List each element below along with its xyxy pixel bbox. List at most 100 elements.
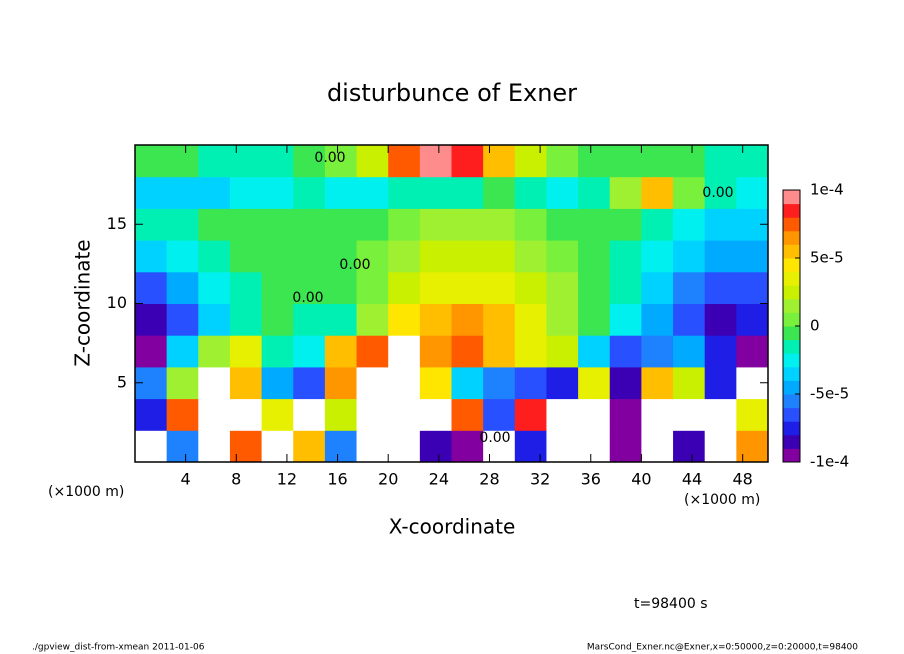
heat-cell bbox=[419, 240, 452, 273]
x-tick-label: 12 bbox=[277, 470, 297, 489]
heat-cell bbox=[673, 271, 706, 304]
colorbar-segment bbox=[783, 421, 800, 436]
heat-cell bbox=[166, 398, 199, 431]
heat-cell bbox=[673, 240, 706, 273]
heat-cell bbox=[578, 240, 611, 273]
heat-cell bbox=[135, 335, 168, 368]
heat-cell bbox=[198, 208, 231, 241]
heat-cell bbox=[704, 271, 737, 304]
heat-cell bbox=[704, 398, 737, 431]
heat-cell bbox=[135, 430, 168, 463]
heat-cell bbox=[483, 366, 516, 400]
heat-cell bbox=[736, 335, 769, 368]
heat-cell bbox=[261, 240, 294, 273]
y-tick-label: 5 bbox=[117, 372, 127, 391]
heat-cell bbox=[736, 430, 769, 463]
colorbar-tick-label: -5e-5 bbox=[810, 385, 849, 403]
colorbar-tick-label: 0 bbox=[810, 317, 820, 335]
colorbar-segment bbox=[783, 298, 800, 313]
heat-cell bbox=[261, 271, 294, 304]
heat-cell bbox=[229, 208, 263, 241]
heat-cell bbox=[229, 335, 263, 368]
heat-cell bbox=[514, 335, 547, 368]
heat-cell bbox=[419, 303, 452, 336]
heat-cell bbox=[451, 208, 484, 241]
heat-cell bbox=[388, 145, 421, 178]
heat-cell bbox=[135, 271, 168, 304]
heat-cell bbox=[673, 176, 706, 209]
heat-cell bbox=[293, 176, 326, 209]
heat-cell bbox=[261, 176, 294, 209]
heat-cell bbox=[514, 366, 547, 400]
heat-cell bbox=[356, 271, 389, 304]
colorbar-segment bbox=[783, 230, 800, 245]
heat-cell bbox=[419, 271, 452, 304]
heat-cell bbox=[736, 271, 769, 304]
heat-cell bbox=[388, 335, 421, 368]
heat-cell bbox=[736, 240, 769, 273]
heat-cell bbox=[261, 145, 294, 178]
heat-cell bbox=[388, 303, 421, 336]
heat-cell bbox=[451, 366, 484, 400]
heat-cell bbox=[641, 145, 674, 178]
heat-cell bbox=[483, 208, 516, 241]
contour-label: 0.00 bbox=[339, 257, 370, 273]
heat-cell bbox=[166, 303, 199, 336]
heat-cell bbox=[198, 335, 231, 368]
heat-cell bbox=[261, 208, 294, 241]
heat-cell bbox=[546, 303, 579, 336]
heat-cell bbox=[135, 398, 168, 431]
heat-cell bbox=[704, 430, 737, 463]
y-tick-label: 10 bbox=[107, 293, 127, 312]
colorbar-segment bbox=[783, 353, 800, 368]
heat-cell bbox=[514, 240, 547, 273]
heat-cell bbox=[704, 366, 737, 400]
heat-cell bbox=[229, 398, 263, 431]
colorbar-segment bbox=[783, 217, 800, 232]
heat-cell bbox=[546, 271, 579, 304]
heat-cell bbox=[229, 145, 263, 178]
heat-cell bbox=[356, 366, 389, 400]
heat-cell bbox=[419, 366, 452, 400]
colorbar-segment bbox=[783, 312, 800, 327]
heat-cell bbox=[356, 145, 389, 178]
heat-cell bbox=[324, 208, 358, 241]
heat-cell bbox=[673, 398, 706, 431]
heat-cell bbox=[261, 398, 294, 431]
heat-cell bbox=[324, 366, 358, 400]
heat-cell bbox=[229, 430, 263, 463]
heat-cell bbox=[229, 240, 263, 273]
heat-cell bbox=[324, 271, 358, 304]
heat-cell bbox=[198, 303, 231, 336]
colorbar-segment bbox=[783, 366, 800, 381]
heat-cell bbox=[483, 145, 516, 178]
heat-cell bbox=[229, 303, 263, 336]
heat-cell bbox=[229, 366, 263, 400]
colorbar-segment bbox=[783, 380, 800, 395]
y-axis-title: Z-coordinate bbox=[71, 239, 95, 366]
heat-cell bbox=[578, 145, 611, 178]
heat-cell bbox=[546, 366, 579, 400]
heat-cell bbox=[609, 366, 642, 400]
colorbar-segment bbox=[783, 203, 800, 218]
heat-cell bbox=[261, 430, 294, 463]
heat-cell bbox=[324, 303, 358, 336]
colorbar-segment bbox=[783, 448, 800, 463]
heat-cell bbox=[514, 271, 547, 304]
heat-cell bbox=[578, 271, 611, 304]
heat-cell bbox=[135, 240, 168, 273]
colorbar-segment bbox=[783, 394, 800, 409]
colorbar-segment bbox=[783, 190, 800, 205]
heat-cell bbox=[609, 208, 642, 241]
heat-cell bbox=[641, 208, 674, 241]
colorbar-segment bbox=[783, 258, 800, 273]
heat-cell bbox=[736, 145, 769, 178]
heat-cell bbox=[704, 145, 737, 178]
heat-cell bbox=[704, 208, 737, 241]
heat-cell bbox=[324, 430, 358, 463]
heat-cell bbox=[356, 430, 389, 463]
heat-cell bbox=[356, 303, 389, 336]
footer-right: MarsCond_Exner.nc@Exner,x=0:50000,z=0:20… bbox=[587, 643, 858, 653]
colorbar-segment bbox=[783, 407, 800, 422]
x-tick-label: 40 bbox=[631, 470, 651, 489]
